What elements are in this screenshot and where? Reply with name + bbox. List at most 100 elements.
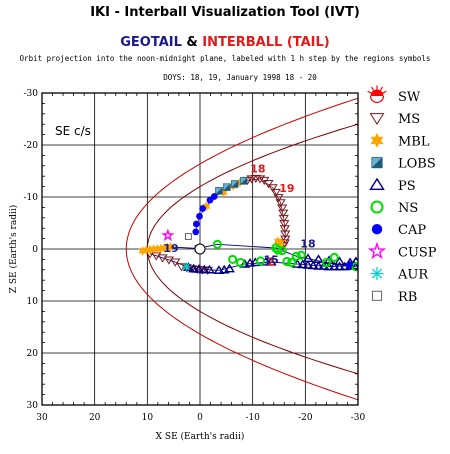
x-tick-label: 10 xyxy=(142,413,154,423)
sun-half-icon xyxy=(370,89,384,96)
mbl-marker xyxy=(166,242,175,252)
ms-marker xyxy=(254,175,266,184)
legend-label-lobs: LOBS xyxy=(398,157,436,172)
ps-marker xyxy=(334,256,346,266)
cap-marker xyxy=(199,205,206,212)
mbl-marker xyxy=(276,237,285,248)
ps-marker xyxy=(224,263,235,273)
y-tick-label: -30 xyxy=(24,89,39,99)
ps-marker xyxy=(204,264,215,274)
legend-item-cap: CAP xyxy=(371,223,426,238)
legend-label-aur: AUR xyxy=(397,268,429,283)
ns-marker xyxy=(282,256,292,267)
mbl-marker xyxy=(163,242,172,253)
y-tick-label: 10 xyxy=(27,297,39,307)
sun-half-icon-rim xyxy=(369,95,385,104)
sun-half-icon-ray xyxy=(379,86,383,91)
earth-circle xyxy=(194,243,206,255)
x-tick-label: -30 xyxy=(351,413,366,423)
star-of-david-icon xyxy=(370,132,384,148)
rb-marker xyxy=(184,233,192,240)
ns-marker xyxy=(228,254,238,264)
y-tick-label: 20 xyxy=(27,349,39,359)
ns-marker xyxy=(212,239,222,249)
hour-label: 18 xyxy=(250,163,265,176)
legend-label-ns: NS xyxy=(398,201,418,216)
cusp-marker xyxy=(161,228,175,242)
legend-item-cusp: CUSP xyxy=(367,241,437,260)
hour-label: 19 xyxy=(163,242,178,255)
ps-marker xyxy=(313,254,324,264)
ns-marker xyxy=(321,257,331,268)
ns-marker xyxy=(273,245,283,255)
ms-marker xyxy=(278,209,289,218)
ms-marker xyxy=(277,204,288,213)
mbl-marker xyxy=(202,201,211,212)
legend-item-sw: SW xyxy=(367,85,421,105)
mbl-marker xyxy=(160,243,169,253)
y-tick-label: -20 xyxy=(24,141,39,151)
cap-marker xyxy=(210,193,218,200)
bow-shock-curve xyxy=(125,97,358,401)
aur-marker xyxy=(182,263,190,271)
ms-marker xyxy=(279,225,290,234)
ms-marker xyxy=(275,199,286,208)
plot-caption: Orbit projection into the noon-midnight … xyxy=(20,54,431,63)
ms-marker xyxy=(263,180,274,189)
ps-marker xyxy=(193,264,205,273)
x-axis-label: X SE (Earth's radii) xyxy=(156,431,245,442)
ps-marker xyxy=(313,261,324,270)
ms-marker xyxy=(157,254,168,263)
region-legend: SW MS MBL LOBS PS NS CAP CUSP AUR RB xyxy=(367,85,437,305)
sun-half-icon-ray xyxy=(367,90,372,94)
y-tick-label: -10 xyxy=(24,193,39,203)
mbl-marker xyxy=(142,245,151,255)
mbl-marker xyxy=(138,246,147,256)
legend-label-cusp: CUSP xyxy=(398,245,437,260)
legend-item-lobs: LOBS xyxy=(371,157,436,172)
ns-marker xyxy=(255,256,266,266)
mission-a-label: GEOTAIL xyxy=(120,35,182,50)
down-triangle-icon xyxy=(369,113,385,125)
square-icon xyxy=(371,290,383,301)
hour-label: 2 xyxy=(267,256,275,269)
mbl-marker xyxy=(153,244,162,254)
ps-marker xyxy=(328,261,340,271)
ps-marker xyxy=(307,260,319,270)
cap-marker xyxy=(192,220,200,228)
ms-marker xyxy=(186,265,198,274)
ring-icon xyxy=(370,200,384,214)
ms-marker xyxy=(267,184,278,193)
ps-marker xyxy=(302,260,314,269)
region-markers xyxy=(138,174,358,276)
pentagram-icon xyxy=(367,241,387,260)
ms-marker xyxy=(151,252,162,261)
legend-label-cap: CAP xyxy=(398,223,426,238)
lobs-marker-half xyxy=(215,187,223,195)
legend-label-rb: RB xyxy=(398,290,417,305)
cap-marker xyxy=(196,212,203,220)
ps-marker xyxy=(265,256,277,266)
mbl-marker xyxy=(156,243,166,254)
y-tick-label: 0 xyxy=(32,245,38,255)
ms-marker xyxy=(170,258,181,267)
legend-item-ps: PS xyxy=(369,177,416,194)
ms-marker xyxy=(270,188,281,198)
x-tick-label: -20 xyxy=(298,413,313,423)
x-tick-label: -10 xyxy=(245,413,260,423)
ns-marker xyxy=(329,252,339,262)
mbl-marker xyxy=(145,244,155,255)
legend-label-ps: PS xyxy=(398,179,416,194)
doy-range: DOYS: 18, 19, January 1998 18 - 20 xyxy=(163,73,317,82)
asterisk-icon xyxy=(371,268,383,279)
ns-marker xyxy=(291,251,301,261)
split-square-icon-half xyxy=(371,157,383,168)
ms-marker xyxy=(192,265,203,275)
ns-marker xyxy=(296,250,306,260)
y-tick-label: 30 xyxy=(27,401,39,411)
ms-marker xyxy=(163,256,175,265)
ps-marker xyxy=(297,259,309,269)
legend-item-rb: RB xyxy=(371,290,417,305)
